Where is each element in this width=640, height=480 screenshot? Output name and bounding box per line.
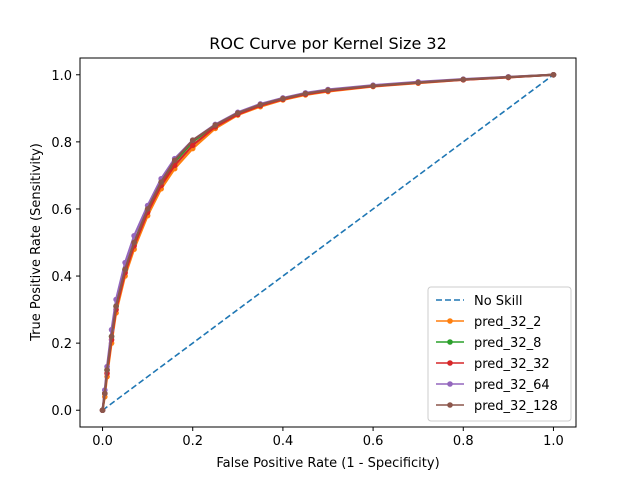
y-tick-label: 0.2	[51, 337, 72, 352]
legend-marker	[447, 339, 453, 345]
y-tick-label: 0.8	[51, 136, 72, 151]
series-point	[122, 266, 128, 273]
x-tick-label: 0.0	[92, 434, 113, 449]
x-tick-label: 0.2	[182, 434, 203, 449]
series-point	[370, 83, 376, 89]
y-tick-label: 0.0	[51, 404, 72, 419]
legend-item: pred_32_64	[436, 378, 550, 393]
chart-title: ROC Curve por Kernel Size 32	[209, 34, 447, 53]
series-point	[189, 137, 196, 143]
x-tick-label: 1.0	[543, 434, 564, 449]
series-point	[171, 157, 178, 164]
x-tick-label: 0.8	[453, 434, 474, 449]
series-point	[235, 110, 241, 116]
x-axis: 0.0 0.2 0.4 0.6 0.8 1.0	[92, 427, 564, 449]
plot-frame	[79, 57, 577, 428]
series-point	[325, 87, 331, 94]
legend-marker	[447, 381, 453, 387]
series-point	[212, 122, 219, 128]
legend-label: pred_32_2	[474, 315, 541, 330]
legend-label: pred_32_128	[474, 399, 558, 414]
legend-marker	[447, 360, 453, 366]
series-point	[131, 239, 137, 246]
series-pred-32-128	[99, 71, 557, 414]
series-point	[550, 71, 557, 78]
series-point	[144, 206, 151, 212]
series-point	[257, 101, 264, 108]
series-point	[460, 76, 467, 83]
series-point	[505, 74, 512, 80]
series-no-skill	[102, 74, 554, 411]
series-point	[158, 179, 164, 185]
y-tick-label: 1.0	[51, 69, 72, 84]
legend-item: No Skill	[436, 294, 522, 309]
series-layer	[99, 71, 557, 414]
series-point	[108, 333, 115, 340]
series-point	[189, 142, 196, 149]
y-tick-label: 0.4	[51, 270, 72, 285]
y-axis-label: True Positive Rate (Sensitivity)	[29, 143, 44, 342]
series-point	[102, 390, 108, 397]
legend-label: pred_32_8	[474, 336, 541, 351]
series-line	[101, 73, 554, 411]
series-point	[280, 95, 286, 102]
legend-marker	[447, 402, 453, 408]
legend-label: pred_32_64	[474, 378, 550, 393]
series-line	[102, 74, 554, 411]
legend-item: pred_32_2	[436, 315, 541, 330]
series-point	[302, 90, 309, 97]
legend-label: pred_32_32	[474, 357, 550, 372]
legend-item: pred_32_8	[436, 336, 541, 351]
legend-marker	[447, 318, 453, 324]
x-axis-label: False Positive Rate (1 - Specificity)	[216, 456, 439, 471]
y-axis: 0.0 0.2 0.4 0.6 0.8 1.0	[51, 69, 80, 419]
series-point	[99, 407, 106, 414]
series-point	[113, 303, 119, 310]
series-point	[415, 79, 421, 86]
x-tick-label: 0.6	[363, 434, 384, 449]
legend-item: pred_32_128	[436, 399, 558, 414]
x-tick-label: 0.4	[273, 434, 294, 449]
legend-label: No Skill	[474, 294, 522, 309]
series-point	[104, 367, 110, 373]
y-tick-label: 0.6	[51, 203, 72, 218]
legend: No Skill pred_32_2 pred_32_8 pred_32_32pred…	[427, 286, 572, 422]
legend-item: pred_32_32	[436, 357, 550, 372]
